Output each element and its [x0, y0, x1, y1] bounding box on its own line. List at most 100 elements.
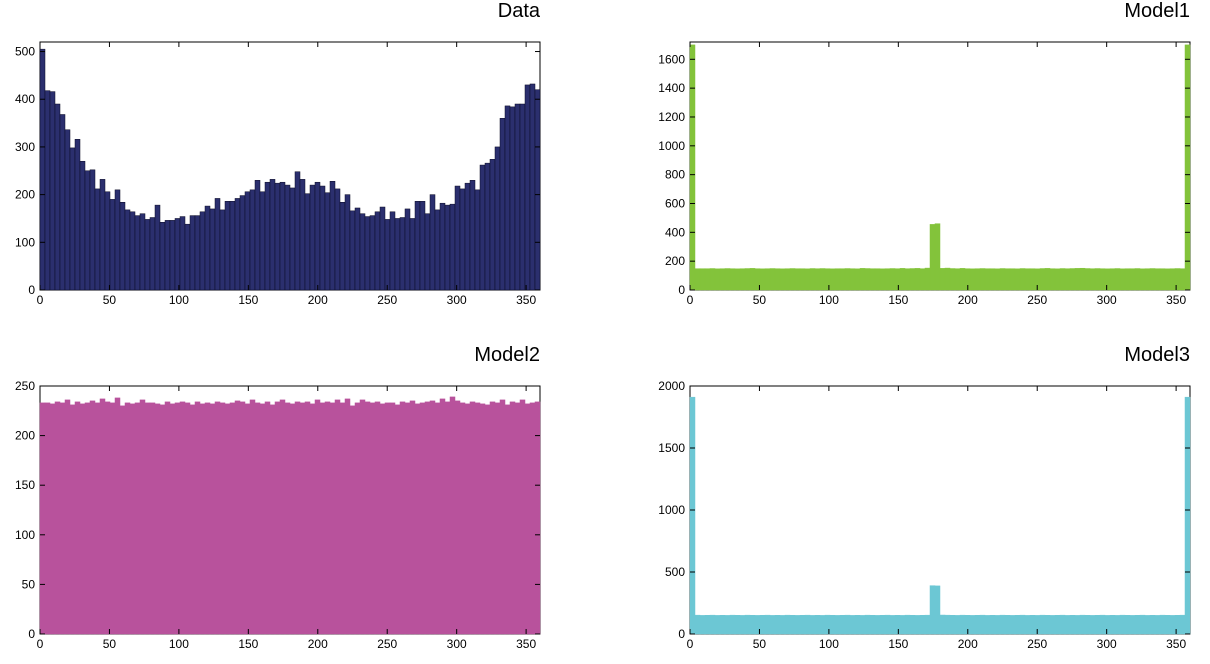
- bar: [329, 402, 336, 635]
- bar: [1079, 267, 1086, 291]
- x-tick-label: 200: [958, 637, 978, 651]
- bar: [199, 403, 206, 635]
- bar: [314, 399, 321, 635]
- bar: [784, 268, 791, 291]
- bar-series: [39, 396, 541, 635]
- bar: [449, 396, 456, 635]
- bar: [104, 191, 111, 291]
- bar: [419, 201, 426, 291]
- bar: [274, 182, 281, 291]
- chart-title: Model2: [474, 344, 540, 366]
- bar: [959, 268, 966, 291]
- bar: [289, 403, 296, 635]
- bar: [314, 181, 321, 291]
- y-tick-label: 500: [665, 565, 685, 579]
- bar: [954, 615, 961, 635]
- bar: [774, 268, 781, 291]
- x-tick-label: 250: [1027, 637, 1047, 651]
- y-tick-label: 200: [15, 188, 35, 202]
- bar: [254, 180, 261, 291]
- bar: [399, 401, 406, 635]
- bar: [1154, 615, 1161, 635]
- bar: [1009, 615, 1016, 635]
- y-tick-label: 200: [15, 429, 35, 443]
- bar: [269, 179, 276, 291]
- bar: [309, 184, 316, 291]
- bar: [424, 213, 431, 291]
- bar: [134, 402, 141, 635]
- bar: [324, 401, 331, 635]
- bar: [529, 402, 536, 635]
- bar: [1169, 615, 1176, 635]
- x-tick-label: 350: [1166, 293, 1186, 307]
- bar: [54, 401, 61, 635]
- bar: [1054, 268, 1061, 291]
- bar: [779, 615, 786, 635]
- bar: [59, 114, 66, 291]
- bar: [254, 402, 261, 635]
- bar: [809, 268, 816, 291]
- x-tick-label: 200: [308, 293, 328, 307]
- bar: [959, 614, 966, 635]
- bar: [1039, 268, 1046, 291]
- bar: [84, 402, 91, 635]
- bar: [854, 615, 861, 635]
- bar: [939, 268, 946, 291]
- bar: [1139, 268, 1146, 291]
- bar: [304, 193, 311, 291]
- bar: [819, 615, 826, 635]
- x-tick-label: 0: [37, 637, 44, 651]
- bar: [429, 194, 436, 291]
- y-tick-label: 1400: [658, 81, 685, 95]
- bar: [1164, 268, 1171, 291]
- bar: [309, 403, 316, 635]
- bar: [884, 268, 891, 291]
- bar: [374, 401, 381, 635]
- x-tick-label: 50: [753, 293, 767, 307]
- bar: [759, 268, 766, 291]
- bar: [1099, 614, 1106, 635]
- bar: [949, 615, 956, 635]
- bar: [1079, 614, 1086, 635]
- bar: [534, 89, 541, 291]
- bar: [749, 268, 756, 291]
- bar: [1074, 615, 1081, 635]
- bar: [79, 403, 86, 635]
- bar: [1054, 615, 1061, 635]
- bar: [389, 211, 396, 291]
- bar: [939, 614, 946, 635]
- bar: [119, 201, 126, 291]
- bar: [724, 615, 731, 635]
- bar: [244, 403, 251, 635]
- bar: [214, 401, 221, 635]
- y-tick-label: 0: [28, 627, 35, 641]
- bar: [319, 402, 326, 635]
- bar: [714, 615, 721, 635]
- bar: [1129, 615, 1136, 635]
- bar: [224, 403, 231, 635]
- bar: [864, 614, 871, 635]
- bar: [869, 268, 876, 291]
- bar: [1144, 615, 1151, 635]
- bar: [899, 615, 906, 635]
- y-tick-label: 200: [665, 254, 685, 268]
- bar: [179, 401, 186, 635]
- bar: [1114, 615, 1121, 635]
- bar: [839, 268, 846, 291]
- bar: [484, 404, 491, 635]
- y-tick-label: 1000: [658, 503, 685, 517]
- bar: [879, 268, 886, 291]
- bar: [894, 268, 901, 291]
- bar: [514, 402, 521, 635]
- bar: [499, 399, 506, 635]
- bar: [709, 268, 716, 291]
- bar: [209, 208, 216, 291]
- bar: [1084, 615, 1091, 635]
- bar: [689, 44, 696, 291]
- bar: [1109, 615, 1116, 635]
- bar: [689, 396, 696, 635]
- x-tick-label: 0: [37, 293, 44, 307]
- bar: [49, 403, 56, 635]
- bar: [1069, 268, 1076, 291]
- bar: [1004, 615, 1011, 635]
